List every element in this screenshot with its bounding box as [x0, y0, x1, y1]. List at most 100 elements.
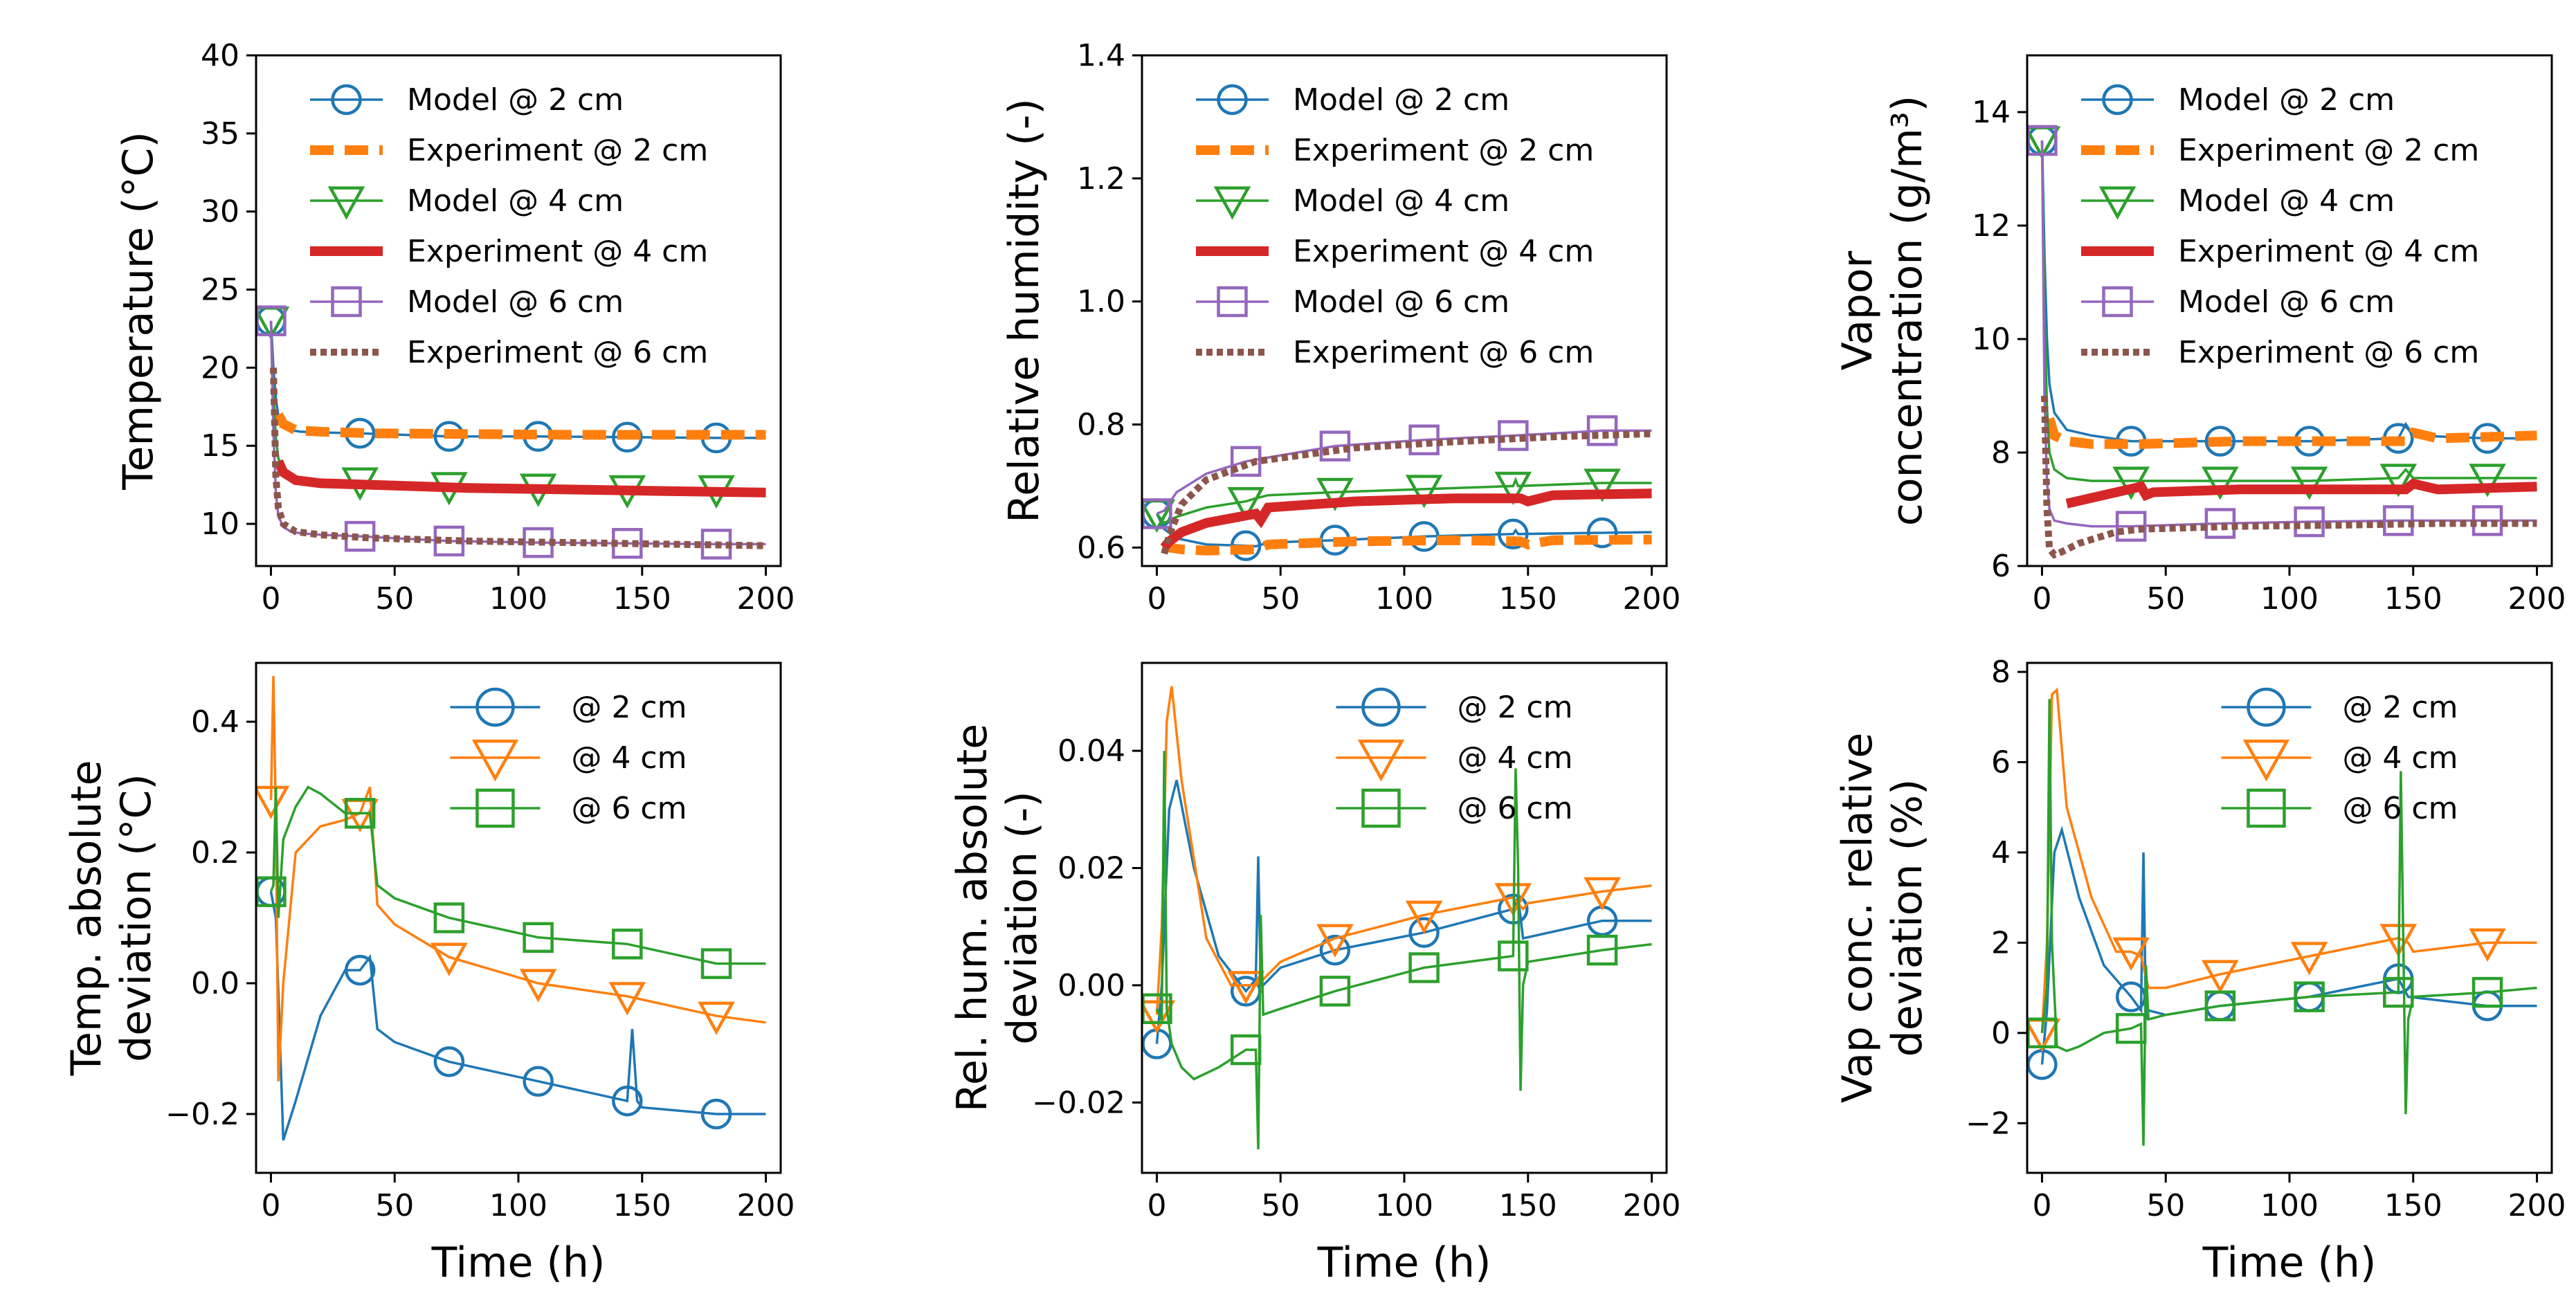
square-marker	[1586, 415, 1618, 446]
y-axis-label: Vap conc. relative	[1833, 733, 1882, 1104]
legend: Model @ 2 cm Experiment @ 2 cm Model @ 4 c…	[310, 82, 708, 370]
series-line-3	[2040, 699, 2537, 1146]
plot-area	[1142, 686, 1652, 1150]
triangle-down-marker	[1142, 1000, 1176, 1034]
circle-marker	[700, 1098, 732, 1130]
x-tick-label: 50	[1261, 581, 1300, 617]
legend-label: Experiment @ 4 cm	[2178, 234, 2479, 269]
y-tick-label: 1.2	[1077, 161, 1125, 197]
x-tick-label: 150	[2384, 581, 2442, 617]
legend-label: Experiment @ 4 cm	[1293, 234, 1594, 269]
y-axis-label: concentration (g/m³)	[1883, 95, 1932, 526]
y-tick-label: 20	[201, 350, 239, 385]
triangle-down-marker	[2469, 928, 2506, 962]
y-tick-label: 35	[201, 116, 239, 152]
square-marker	[1230, 446, 1262, 477]
triangle-down-marker	[430, 942, 468, 976]
legend-label: Experiment @ 2 cm	[2178, 133, 2479, 168]
square-marker	[1361, 788, 1401, 828]
triangle-down-marker	[1405, 475, 1443, 509]
legend-label: Model @ 4 cm	[2178, 183, 2395, 219]
triangle-down-marker	[2242, 739, 2290, 782]
triangle-down-marker	[1316, 924, 1354, 958]
series-line-2	[1155, 686, 1652, 1015]
plot-area	[1142, 415, 1652, 561]
triangle-down-marker	[608, 982, 646, 1016]
circle-marker	[2247, 687, 2286, 727]
y-tick-label: 14	[1972, 95, 2011, 130]
x-axis-label: Time (h)	[431, 1239, 606, 1287]
circle-marker	[2102, 84, 2133, 116]
legend-label: Experiment @ 2 cm	[407, 133, 708, 168]
chart-relative-humidity-deviation: 0 50 100 150 200 −0.02 0.00 0.02 0.04 @ 2 cm @ 4 c…	[948, 661, 1681, 1287]
y-tick-label: 40	[201, 38, 239, 73]
circle-marker	[612, 421, 643, 453]
triangle-down-marker	[256, 785, 290, 820]
y-tick-label: 10	[201, 507, 239, 542]
y-axis-label: Rel. hum. absolute	[948, 724, 997, 1112]
square-marker	[523, 922, 554, 953]
x-tick-label: 100	[2260, 1188, 2319, 1223]
y-tick-label: 1.0	[1077, 284, 1125, 320]
y-tick-label: 0.04	[1058, 733, 1125, 769]
square-marker	[700, 948, 732, 979]
axes-frame	[2026, 661, 2553, 1174]
x-tick-label: 150	[1499, 581, 1557, 617]
chart-relative-humidity: 0 50 100 150 200 0.6 0.8 1.0 1.2 1.4 Model @ 2 cm E…	[1000, 38, 1681, 617]
y-tick-label: 10	[1972, 322, 2011, 357]
series-line-6	[2041, 395, 2537, 559]
square-marker	[1498, 940, 1529, 971]
series-line-1	[1155, 779, 1652, 1044]
triangle-down-marker	[327, 186, 365, 220]
x-tick-label: 200	[2508, 581, 2566, 617]
triangle-down-marker	[2290, 466, 2328, 500]
y-axis-label: Temp. absolute	[62, 760, 111, 1076]
circle-marker	[331, 84, 362, 116]
series-line-2	[274, 412, 766, 440]
triangle-down-marker	[471, 739, 519, 782]
y-tick-label: 15	[201, 428, 239, 464]
legend-label: Model @ 6 cm	[2178, 284, 2395, 320]
series-line-3	[1156, 476, 1652, 524]
legend-label: @ 6 cm	[571, 791, 687, 826]
x-tick-label: 100	[489, 581, 547, 617]
legend-label: @ 4 cm	[2342, 740, 2458, 776]
y-tick-label: 0.6	[1077, 530, 1125, 565]
x-tick-label: 200	[1623, 1188, 1681, 1223]
y-tick-label: 8	[1991, 435, 2011, 471]
y-tick-label: 0.0	[191, 966, 239, 1001]
legend-label: Model @ 6 cm	[407, 284, 624, 320]
triangle-down-marker	[2379, 464, 2418, 498]
series-line-4	[273, 459, 766, 498]
x-tick-label: 100	[1375, 581, 1433, 617]
x-tick-label: 200	[2508, 1188, 2566, 1223]
y-axis-label: Temperature (°C)	[114, 131, 163, 491]
series-line-2	[1160, 534, 1652, 556]
square-marker	[612, 929, 643, 960]
y-axis-label: deviation (%)	[1883, 779, 1932, 1057]
triangle-down-marker	[2112, 937, 2150, 971]
square-marker	[2204, 990, 2236, 1021]
x-tick-label: 100	[2260, 581, 2319, 617]
x-tick-label: 50	[375, 1188, 414, 1223]
triangle-down-marker	[1357, 739, 1405, 782]
legend-label: @ 4 cm	[1457, 740, 1572, 776]
x-tick-label: 150	[2384, 1188, 2442, 1223]
axes-frame	[255, 54, 782, 567]
axes-frame	[2026, 54, 2553, 567]
legend-label: Model @ 2 cm	[407, 82, 624, 118]
triangle-down-marker	[2202, 466, 2239, 500]
legend-label: @ 2 cm	[1457, 690, 1572, 725]
y-tick-label: 6	[1991, 745, 2011, 780]
y-tick-label: 6	[1991, 549, 2011, 584]
y-tick-label: 0.8	[1077, 407, 1125, 442]
square-marker	[1217, 286, 1248, 318]
axes-frame	[1141, 661, 1668, 1174]
y-tick-label: 0.02	[1058, 850, 1125, 886]
x-tick-label: 0	[1147, 581, 1166, 617]
plot-area	[2027, 687, 2537, 1146]
circle-marker	[1217, 84, 1248, 116]
x-tick-label: 100	[489, 1188, 547, 1223]
triangle-down-marker	[1227, 971, 1264, 1005]
plot-area	[256, 305, 766, 560]
